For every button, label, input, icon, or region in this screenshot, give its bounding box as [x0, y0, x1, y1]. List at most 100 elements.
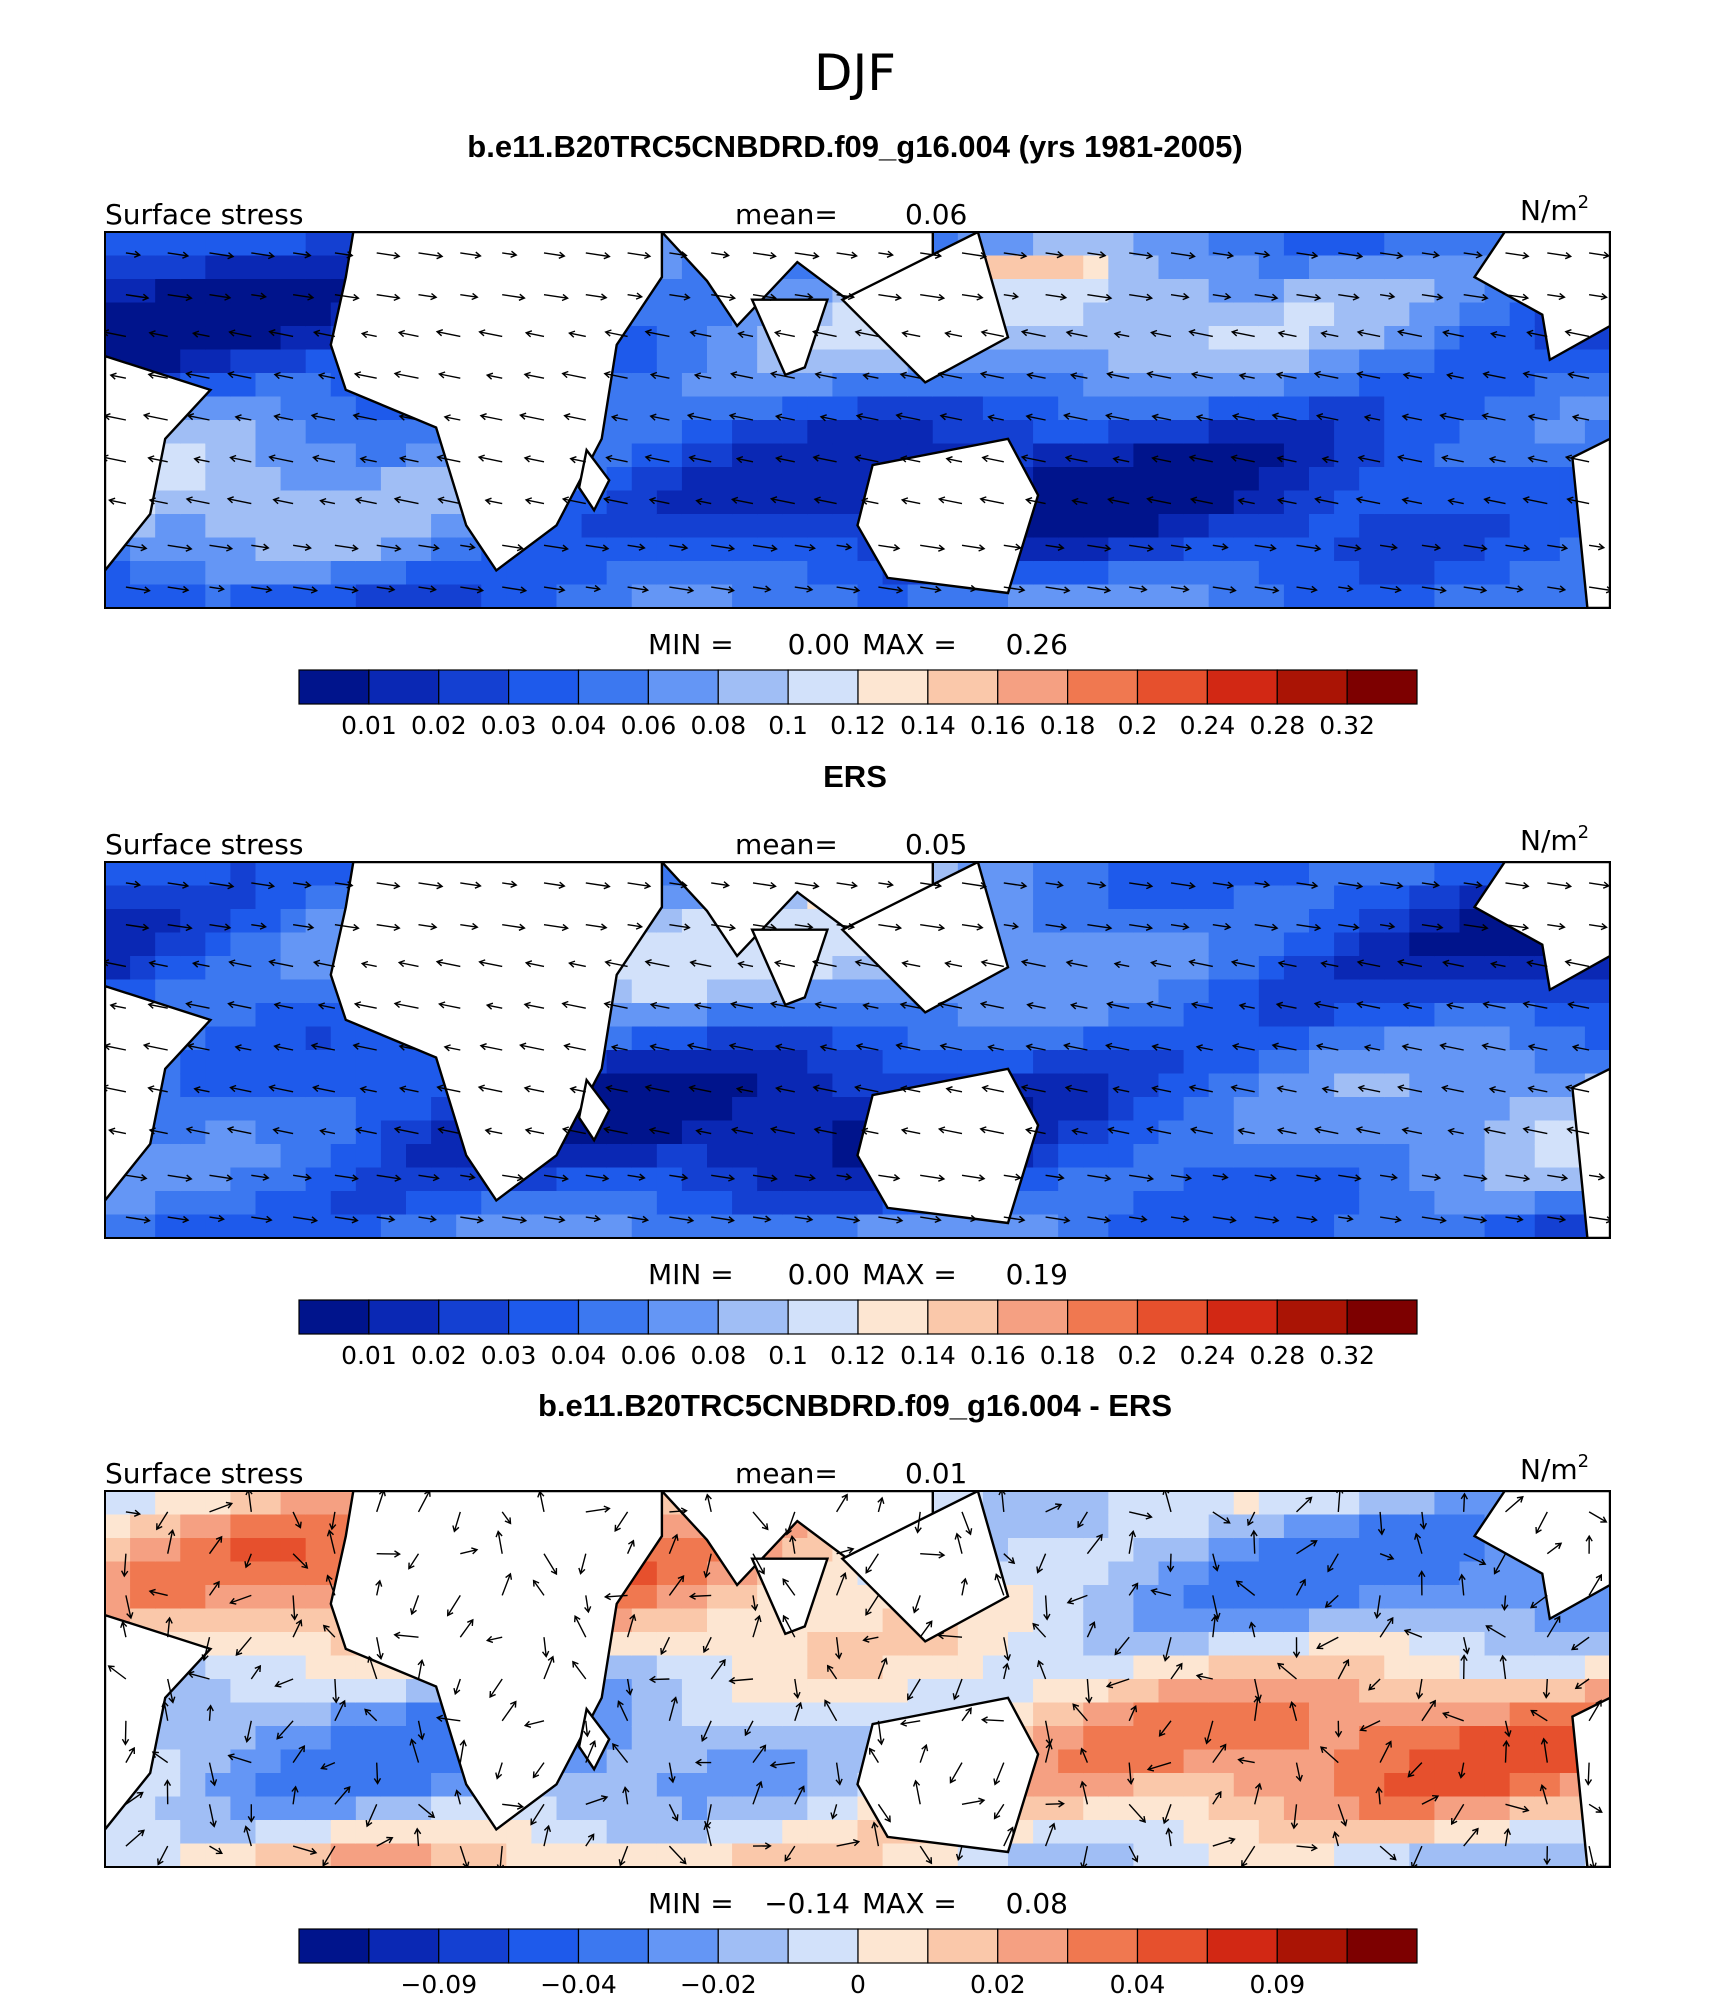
colorbar-swatch: [997, 669, 1069, 705]
colorbar-swatch: [368, 669, 440, 705]
units-label: N/m2: [1520, 1451, 1589, 1486]
colorbar-swatch: [1346, 669, 1418, 705]
land-australia: [856, 437, 1040, 595]
colorbar-swatch: [1206, 1928, 1278, 1964]
max-label: MAX =: [862, 628, 957, 661]
units-exponent: 2: [1578, 1451, 1589, 1472]
colorbar-tick: 0.12: [830, 1341, 886, 1370]
colorbar-swatch: [717, 1299, 789, 1335]
colorbar-tick: 0.24: [1180, 711, 1236, 740]
mean-label: mean=: [735, 828, 838, 861]
colorbar-tick: 0.2: [1118, 1341, 1158, 1370]
colorbar-tick: 0.32: [1319, 1341, 1375, 1370]
colorbar-swatch: [438, 1928, 510, 1964]
colorbar-swatch: [647, 1299, 719, 1335]
colorbar-tick: 0.03: [481, 1341, 537, 1370]
stress-vectors: [107, 1491, 1608, 1867]
min-label: MIN =: [648, 628, 734, 661]
land-samerica: [105, 354, 213, 573]
land-samerica: [105, 984, 213, 1203]
colorbar-tick: 0.14: [900, 1341, 956, 1370]
colorbar-swatch: [927, 669, 999, 705]
panel-1: b.e11.B20TRC5CNBDRD.f09_g16.004 (yrs 198…: [104, 129, 1611, 740]
colorbar-tick: 0.02: [411, 711, 467, 740]
units-label: N/m2: [1520, 822, 1589, 857]
colorbar-swatch: [1276, 1299, 1348, 1335]
colorbar-tick: 0.1: [768, 711, 808, 740]
colorbar-swatch: [857, 669, 929, 705]
land-australia: [856, 1696, 1040, 1854]
mean-value: 0.06: [905, 198, 967, 231]
colorbar-swatch: [997, 1928, 1069, 1964]
colorbar-swatch: [1136, 669, 1208, 705]
field-map: [105, 232, 1610, 608]
land-africa: [329, 1491, 664, 1832]
mean-value: 0.05: [905, 828, 967, 861]
colorbar-swatch: [577, 669, 649, 705]
land-madagascar: [577, 1077, 611, 1143]
map-frame: [104, 1490, 1611, 1868]
colorbar: 0.01 0.02 0.03 0.04 0.06 0.08 0.1 0.12 0.14 0.16 0…: [298, 669, 1418, 740]
colorbar-tick: 0.09: [1249, 1970, 1305, 1999]
colorbar-swatch: [577, 1299, 649, 1335]
field-map: [105, 1491, 1610, 1867]
colorbar-swatch: [1067, 1299, 1139, 1335]
colorbar-tick: 0.06: [621, 1341, 677, 1370]
land-india: [750, 298, 830, 377]
colorbar-tick: 0.04: [551, 1341, 607, 1370]
colorbar-tick: 0.03: [481, 711, 537, 740]
colorbar-swatch: [1067, 1928, 1139, 1964]
map-frame: [104, 231, 1611, 609]
figure-title: DJF: [814, 44, 896, 102]
land-seasia: [840, 862, 1010, 1014]
max-value: 0.08: [1006, 1887, 1068, 1920]
land-africa: [329, 232, 664, 573]
colorbar-swatch: [717, 669, 789, 705]
max-value: 0.19: [1006, 1258, 1068, 1291]
colorbar-tick: 0.04: [551, 711, 607, 740]
land-india: [750, 928, 830, 1007]
mean-value: 0.01: [905, 1457, 967, 1490]
panel-2: ERS Surface stress mean= 0.05 N/m2 MIN = 0.00 M…: [104, 759, 1611, 1370]
colorbar-swatch: [298, 669, 370, 705]
colorbar-swatch: [508, 669, 580, 705]
colorbar-swatch: [927, 1928, 999, 1964]
colorbar-swatch: [577, 1928, 649, 1964]
land-seasia: [840, 232, 1010, 384]
land-samerica2: [1571, 437, 1610, 608]
mean-label: mean=: [735, 198, 838, 231]
colorbar-tick: 0.18: [1040, 711, 1096, 740]
colorbar: 0.01 0.02 0.03 0.04 0.06 0.08 0.1 0.12 0.14 0.16 0…: [298, 1299, 1418, 1370]
colorbar-tick: 0.1: [768, 1341, 808, 1370]
colorbar-tick: −0.04: [540, 1970, 617, 1999]
land-seasia: [840, 1491, 1010, 1643]
colorbar-swatch: [508, 1928, 580, 1964]
colorbar-swatch: [508, 1299, 580, 1335]
land-australia: [856, 1067, 1040, 1225]
units-label: N/m2: [1520, 192, 1589, 227]
colorbar-tick: 0.08: [690, 1341, 746, 1370]
colorbar-swatch: [1346, 1928, 1418, 1964]
colorbar-tick: 0.01: [341, 711, 397, 740]
colorbar-tick: 0.24: [1180, 1341, 1236, 1370]
colorbar-swatch: [1136, 1928, 1208, 1964]
variable-label: Surface stress: [105, 828, 303, 861]
field-map: [105, 862, 1610, 1238]
max-label: MAX =: [862, 1887, 957, 1920]
colorbar-tick: 0.02: [411, 1341, 467, 1370]
colorbar-tick: 0.32: [1319, 711, 1375, 740]
colorbar-tick: 0.28: [1249, 711, 1305, 740]
min-label: MIN =: [648, 1258, 734, 1291]
colorbar-swatch: [787, 1299, 859, 1335]
colorbar-tick: 0.02: [970, 1970, 1026, 1999]
mean-label: mean=: [735, 1457, 838, 1490]
colorbar-tick: 0.14: [900, 711, 956, 740]
colorbar-tick: 0.18: [1040, 1341, 1096, 1370]
panel-3: b.e11.B20TRC5CNBDRD.f09_g16.004 - ERS Sur…: [104, 1388, 1611, 1999]
colorbar-swatch: [438, 1299, 510, 1335]
land-india: [750, 1557, 830, 1636]
max-label: MAX =: [862, 1258, 957, 1291]
colorbar-swatch: [857, 1299, 929, 1335]
min-label: MIN =: [648, 1887, 734, 1920]
colorbar-tick: −0.02: [680, 1970, 757, 1999]
